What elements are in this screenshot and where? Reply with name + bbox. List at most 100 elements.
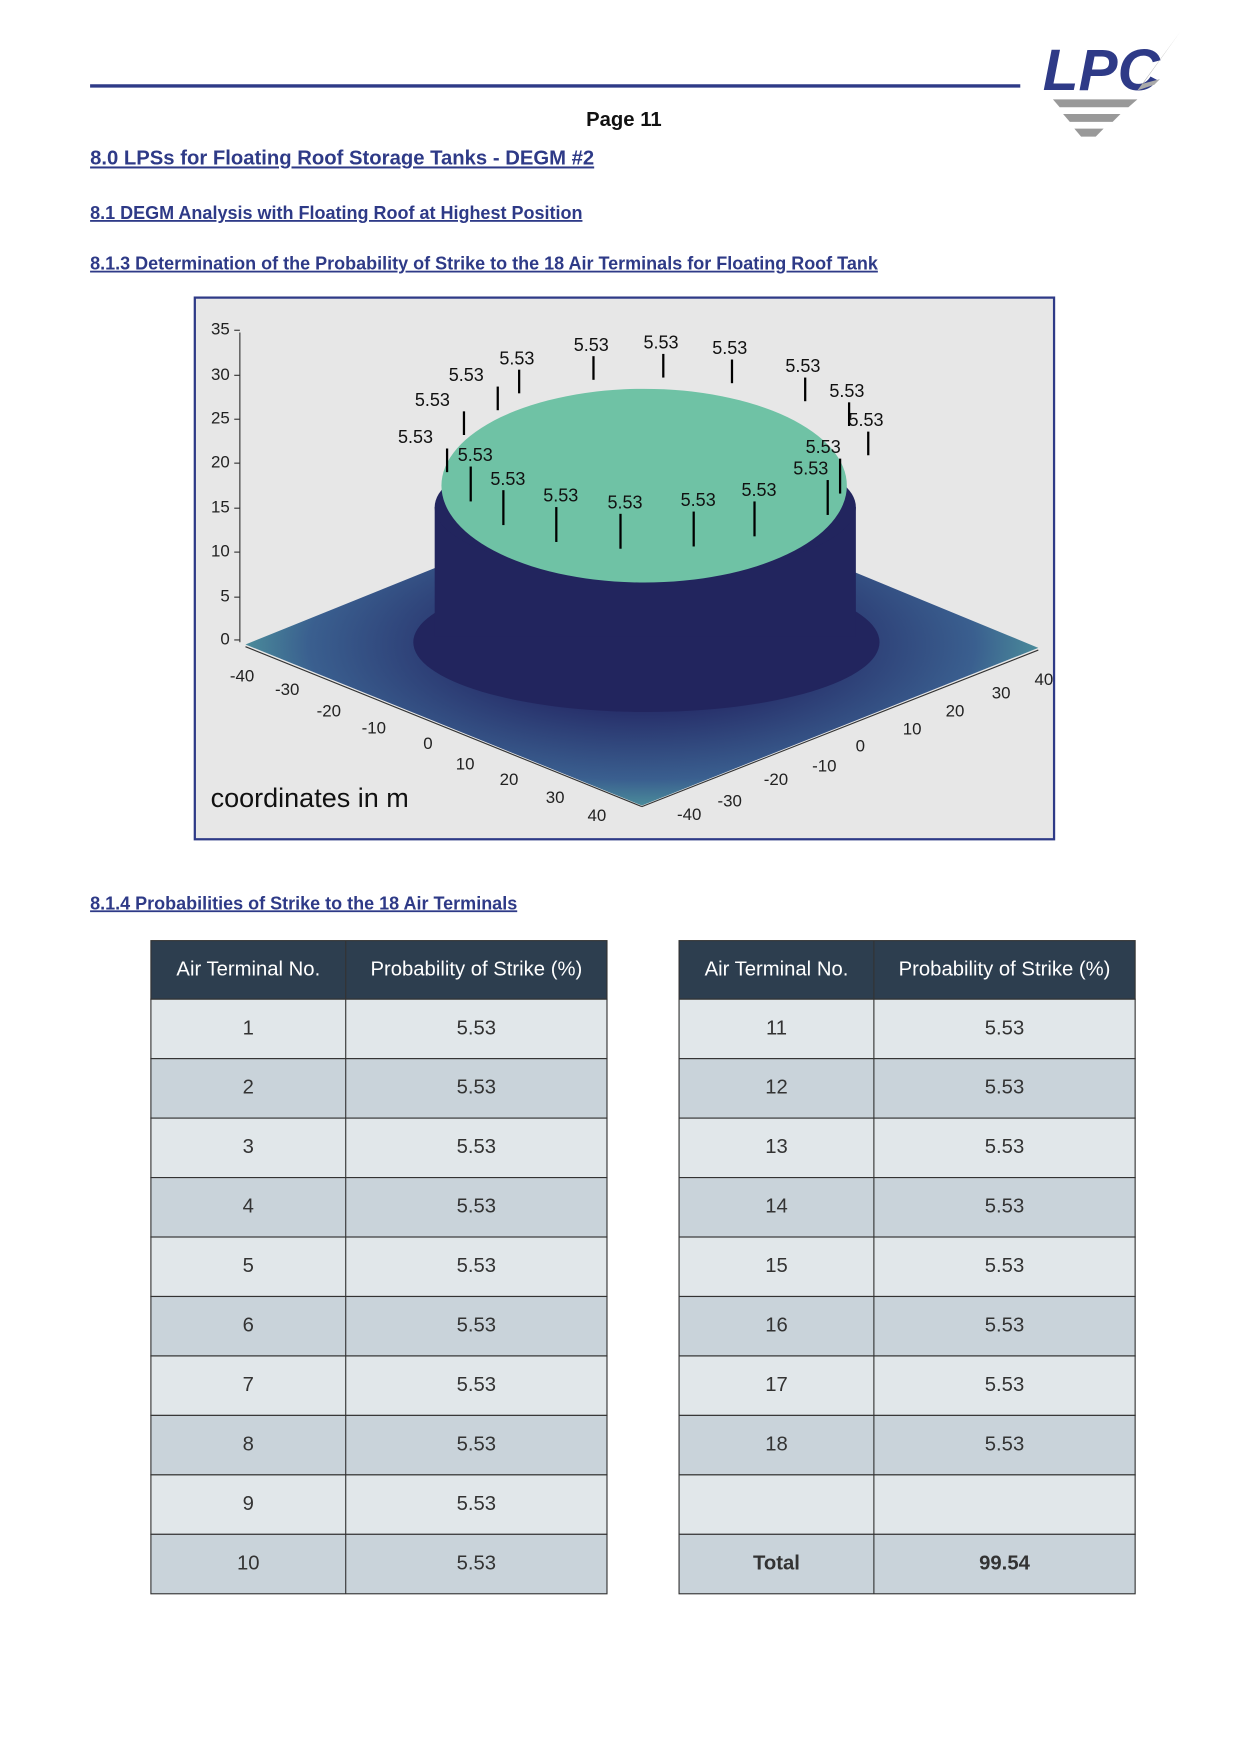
terminal-label: 5.53 (458, 445, 493, 465)
header-cell: Air Terminal No. (176, 958, 320, 980)
table-cell: 2 (243, 1077, 254, 1099)
z-tick-label: 30 (211, 365, 230, 384)
x-tick-label: 10 (456, 754, 475, 773)
table-cell: 11 (766, 1017, 787, 1039)
logo-stripe (1052, 99, 1138, 108)
table-cell: 5.53 (457, 1077, 496, 1099)
table-cell: 5.53 (457, 1136, 496, 1158)
y-tick-label: -40 (677, 805, 701, 824)
table-cell: 5.53 (457, 1315, 496, 1337)
table-row (678, 1533, 1136, 1595)
table-cell: 4 (243, 1196, 254, 1218)
logo: LPC (1043, 31, 1181, 145)
table-row (150, 998, 608, 1060)
table-row (150, 1117, 608, 1179)
y-tick-label: -10 (812, 757, 836, 776)
terminal-label: 5.53 (499, 348, 534, 368)
table-cell: 5.53 (985, 1433, 1024, 1455)
table-row (678, 1474, 1136, 1535)
x-tick-label: -40 (230, 667, 254, 686)
terminal-label: 5.53 (793, 459, 828, 479)
table-row (678, 1236, 1136, 1298)
table-row (678, 1117, 1136, 1179)
logo-text: LPC (1043, 38, 1161, 103)
table-cell: 16 (765, 1315, 788, 1337)
table-row (150, 1414, 608, 1476)
table-cell: 5.53 (457, 1552, 496, 1574)
tables: Air Terminal No. Probability of Strike (%… (150, 940, 1136, 1595)
terminal-label: 5.53 (829, 381, 864, 401)
terminal-label: 5.53 (490, 469, 525, 489)
table-cell: 13 (765, 1136, 788, 1158)
table-row (678, 998, 1136, 1060)
figure-caption: coordinates in m (211, 783, 409, 813)
table-cell: 5.53 (457, 1374, 496, 1396)
table-cell: 12 (765, 1077, 788, 1099)
table-cell: 5.53 (985, 1255, 1024, 1277)
table-row (150, 1533, 608, 1595)
table-row (678, 1058, 1136, 1119)
z-tick-label: 5 (220, 587, 229, 606)
heading: 8.1 DEGM Analysis with Floating Roof at … (90, 203, 582, 223)
logo-stripe (1074, 128, 1104, 137)
x-tick-label: 40 (587, 806, 606, 825)
header-cell: Air Terminal No. (705, 958, 849, 980)
heading: 8.0 LPSs for Floating Roof Storage Tanks… (90, 147, 594, 169)
y-tick-label: 40 (1035, 670, 1054, 689)
table-row (150, 1295, 608, 1357)
table-row (678, 1414, 1136, 1476)
y-tick-label: 20 (946, 701, 965, 720)
terminal-label: 5.53 (806, 437, 841, 457)
table-cell: 5.53 (985, 1077, 1024, 1099)
table-cell: 99.54 (979, 1552, 1030, 1574)
table-cell: 3 (243, 1136, 254, 1158)
terminal-label: 5.53 (543, 486, 578, 506)
table-cell: 5.53 (457, 1017, 496, 1039)
header-cell: Probability of Strike (%) (370, 958, 582, 980)
y-tick-label: -20 (764, 770, 788, 789)
table-row (678, 1295, 1136, 1357)
table-row (678, 1177, 1136, 1238)
table-cell: 5.53 (985, 1017, 1024, 1039)
table-cell: 5.53 (457, 1196, 496, 1218)
z-tick-label: 35 (211, 320, 230, 339)
table-cell: 5.53 (985, 1315, 1024, 1337)
z-tick-label: 25 (211, 409, 230, 428)
table-cell: 5.53 (985, 1196, 1024, 1218)
table-row (150, 1058, 608, 1119)
heading: 8.1.4 Probabilities of Strike to the 18 … (90, 893, 517, 913)
table-header (150, 940, 608, 1000)
table-row (150, 1355, 608, 1416)
table-row (150, 1177, 608, 1238)
table-cell: 5.53 (985, 1136, 1024, 1158)
y-tick-label: 0 (856, 736, 865, 755)
floating-roof (441, 388, 847, 583)
heading: 8.1.3 Determination of the Probability o… (90, 254, 879, 274)
terminal-label: 5.53 (785, 356, 820, 376)
table-cell: 5 (243, 1255, 254, 1277)
terminal-label: 5.53 (415, 390, 450, 410)
table-row (150, 1236, 608, 1298)
table-cell: 14 (765, 1196, 788, 1218)
terminal-label: 5.53 (848, 410, 883, 430)
table-cell: 18 (765, 1433, 788, 1455)
axis-line (641, 649, 1039, 808)
table-cell: 1 (243, 1017, 254, 1039)
y-tick-label: -30 (718, 792, 742, 811)
z-tick-label: 0 (220, 629, 229, 648)
table-header (678, 940, 1136, 1000)
table-cell: 5.53 (985, 1374, 1024, 1396)
table-cell: Total (753, 1552, 800, 1574)
table-cell: 8 (243, 1433, 254, 1455)
z-tick-label: 20 (211, 453, 230, 472)
table-row (150, 1474, 608, 1535)
table-cell: 15 (765, 1255, 788, 1277)
terminal-label: 5.53 (574, 335, 609, 355)
axis-line (245, 646, 643, 808)
table-cell: 5.53 (457, 1433, 496, 1455)
x-tick-label: -10 (362, 718, 386, 737)
table-cell: 17 (765, 1374, 788, 1396)
terminal-label: 5.53 (741, 480, 776, 500)
y-tick-label: 30 (992, 683, 1011, 702)
